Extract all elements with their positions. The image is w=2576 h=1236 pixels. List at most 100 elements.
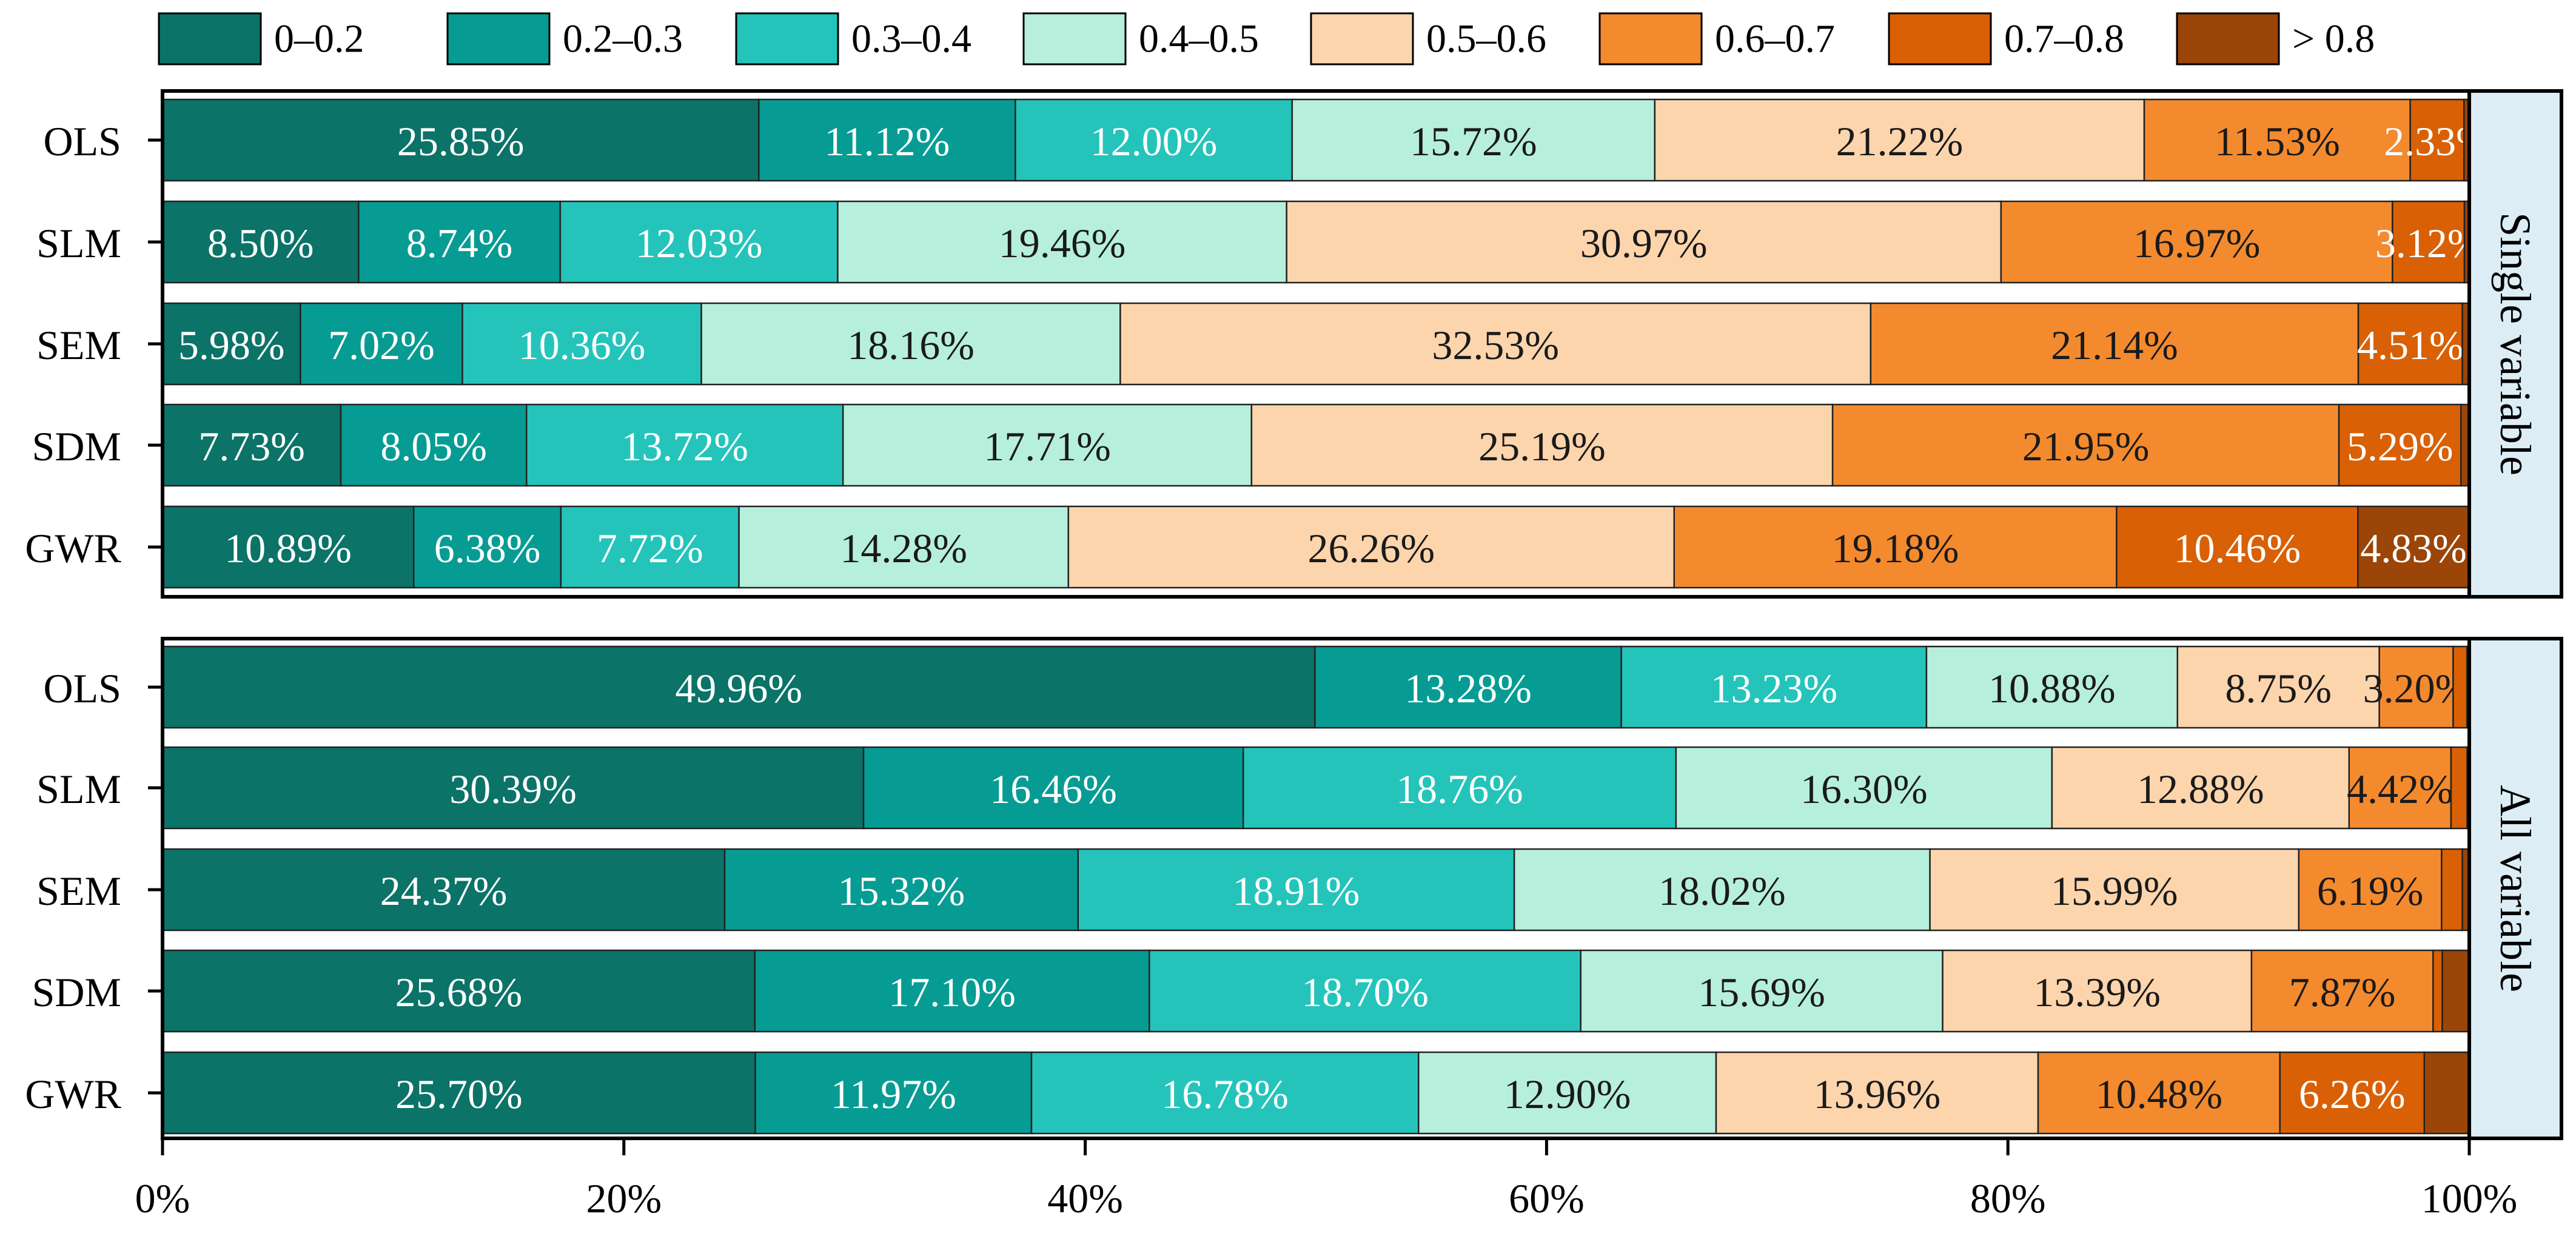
data-label: 25.70% — [395, 1071, 523, 1117]
category-label: SEM — [36, 322, 121, 368]
data-label: 24.37% — [380, 868, 508, 914]
x-tick-label: 100% — [2421, 1175, 2518, 1221]
category-label: SLM — [36, 220, 121, 266]
data-label: 16.97% — [2133, 220, 2261, 266]
bar-segment — [2116, 505, 2359, 589]
bar-segment — [723, 848, 1079, 932]
data-label: 13.23% — [1710, 665, 1837, 711]
bar-segment — [2279, 1051, 2426, 1135]
bar-segment — [2176, 645, 2380, 729]
category-label: SDM — [32, 423, 121, 469]
bar-segment — [1067, 505, 1675, 589]
data-label: 13.72% — [621, 423, 748, 469]
data-label: 15.69% — [1698, 969, 1825, 1015]
bar-segment — [1250, 403, 1834, 487]
x-tick-label: 0% — [135, 1175, 190, 1221]
data-label: 13.28% — [1404, 665, 1532, 711]
bar-segment — [1015, 98, 1293, 182]
legend-label: 0.5–0.6 — [1426, 17, 1546, 61]
data-label: 30.39% — [449, 766, 577, 812]
data-label: 15.99% — [2051, 868, 2178, 914]
data-label: 5.29% — [2347, 423, 2454, 469]
data-label: 4.83% — [2360, 525, 2467, 571]
data-label: 3.20% — [2363, 665, 2470, 711]
legend-swatch — [1310, 12, 1414, 65]
bar-segment — [2450, 746, 2468, 830]
bar-segment — [559, 200, 839, 284]
panel-label: Single variable — [2491, 212, 2540, 475]
category-label: OLS — [44, 118, 121, 164]
panel-label: All variable — [2491, 785, 2540, 992]
bar-segment — [2423, 1051, 2470, 1135]
bar-segment — [1942, 949, 2253, 1033]
data-label: 15.72% — [1410, 118, 1537, 164]
bar-segment — [1715, 1051, 2039, 1135]
bar-segment — [842, 403, 1253, 487]
bar-segment — [1929, 848, 2300, 932]
data-label: 6.26% — [2299, 1071, 2406, 1117]
legend-swatch — [2176, 12, 2280, 65]
bar-segment — [2357, 302, 2463, 386]
data-label: 12.00% — [1090, 118, 1218, 164]
bar-segment — [1119, 302, 1872, 386]
legend-label: 0.6–0.7 — [1715, 17, 1835, 61]
data-label: 6.19% — [2317, 868, 2424, 914]
bar-segment — [161, 302, 301, 386]
bar-segment — [1654, 98, 2145, 182]
category-label: GWR — [25, 525, 121, 571]
x-tick-label: 80% — [1970, 1175, 2046, 1221]
bar-segment — [2409, 98, 2465, 182]
data-label: 12.03% — [636, 220, 763, 266]
bar-segment — [2348, 746, 2452, 830]
data-label: 12.88% — [2137, 766, 2264, 812]
data-label: 19.18% — [1832, 525, 1959, 571]
data-label: 8.74% — [406, 220, 513, 266]
bar-segment — [161, 505, 415, 589]
data-label: 49.96% — [675, 665, 802, 711]
bar-segment — [738, 505, 1070, 589]
bar-segment — [1030, 1051, 1420, 1135]
data-label: 30.97% — [1580, 220, 1708, 266]
bar-segment — [1286, 200, 2002, 284]
x-tick-label: 60% — [1509, 1175, 1585, 1221]
data-label: 14.28% — [840, 525, 967, 571]
bar-segment — [2143, 98, 2411, 182]
bar-segment — [758, 98, 1016, 182]
data-label: 21.95% — [2022, 423, 2150, 469]
data-label: 11.12% — [824, 118, 950, 164]
data-label: 26.26% — [1307, 525, 1435, 571]
bar-segment — [161, 98, 760, 182]
bar-segment — [2452, 645, 2468, 729]
data-label: 25.85% — [397, 118, 525, 164]
data-label: 19.46% — [999, 220, 1126, 266]
data-label: 25.19% — [1478, 423, 1606, 469]
data-label: 8.50% — [207, 220, 314, 266]
data-label: 8.05% — [380, 423, 487, 469]
category-label: SLM — [36, 766, 121, 812]
legend-swatch — [1598, 12, 1703, 65]
bar-segment — [1149, 949, 1581, 1033]
legend-label: 0.2–0.3 — [563, 17, 683, 61]
bar-segment — [1870, 302, 2360, 386]
data-label: 13.39% — [2033, 969, 2161, 1015]
bar-segment — [2298, 848, 2443, 932]
category-label: SEM — [36, 868, 121, 914]
data-label: 32.53% — [1432, 322, 1559, 368]
data-label: 11.53% — [2215, 118, 2340, 164]
data-label: 21.14% — [2051, 322, 2178, 368]
data-label: 8.75% — [2225, 665, 2332, 711]
bar-segment — [1831, 403, 2340, 487]
data-label: 18.70% — [1301, 969, 1429, 1015]
bar-segment — [2037, 1051, 2281, 1135]
data-label: 7.87% — [2289, 969, 2396, 1015]
bar-segment — [1675, 746, 2053, 830]
category-label: GWR — [25, 1071, 121, 1117]
legend-label: > 0.8 — [2292, 17, 2375, 61]
data-label: 4.42% — [2347, 766, 2454, 812]
bar-segment — [2000, 200, 2393, 284]
data-label: 10.88% — [1988, 665, 2116, 711]
legend-label: 0.7–0.8 — [2004, 17, 2124, 61]
legend-swatch — [158, 12, 262, 65]
bar-segment — [1291, 98, 1656, 182]
